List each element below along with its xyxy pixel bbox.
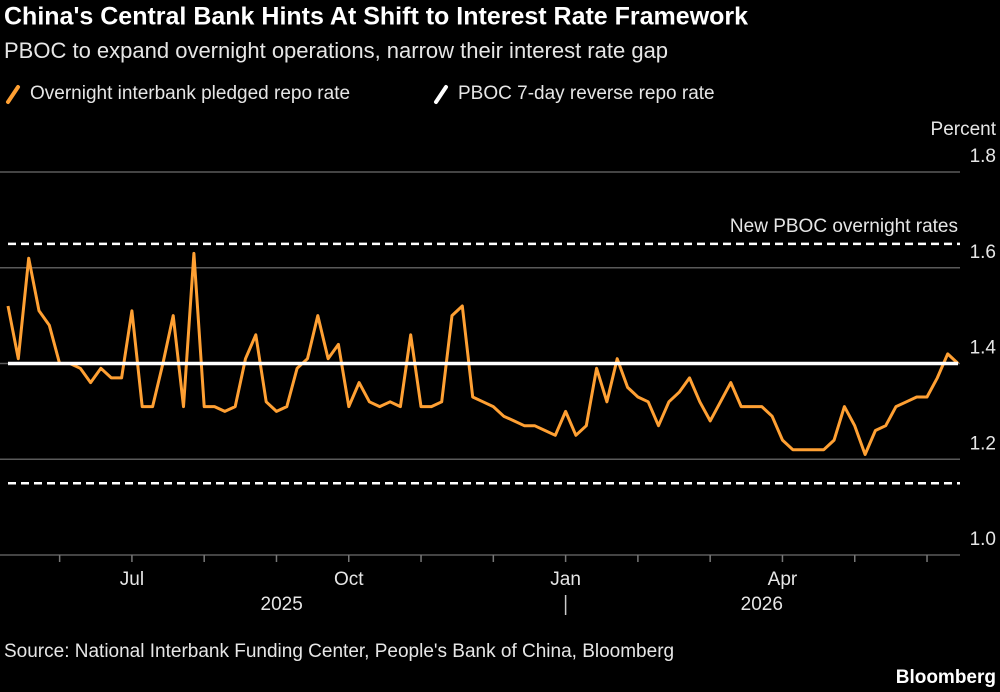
legend-swatch	[434, 85, 448, 104]
credit: Bloomberg	[896, 667, 996, 688]
y-tick-label: 1.8	[970, 146, 996, 167]
year-label: 2025	[261, 594, 303, 615]
y-tick-label: 1.6	[970, 242, 996, 263]
legend-label: Overnight interbank pledged repo rate	[30, 83, 350, 104]
series-line	[6, 251, 960, 456]
chart-title: China's Central Bank Hints At Shift to I…	[4, 3, 748, 31]
year-label: 2026	[741, 594, 783, 615]
y-tick-label: 1.2	[970, 433, 996, 454]
x-tick-label: Jul	[120, 569, 144, 590]
x-tick-label: Jan	[550, 569, 581, 590]
legend-label: PBOC 7-day reverse repo rate	[458, 83, 715, 104]
y-axis-label: Percent	[931, 119, 997, 140]
chart-subtitle: PBOC to expand overnight operations, nar…	[4, 38, 668, 63]
source: Source: National Interbank Funding Cente…	[4, 641, 674, 662]
legend-swatch	[6, 85, 20, 104]
y-tick-label: 1.4	[970, 338, 997, 359]
x-tick-label: Apr	[768, 569, 798, 590]
x-tick-label: Oct	[334, 569, 364, 590]
y-tick-label: 1.0	[970, 529, 996, 550]
annotation: New PBOC overnight rates	[730, 216, 958, 237]
